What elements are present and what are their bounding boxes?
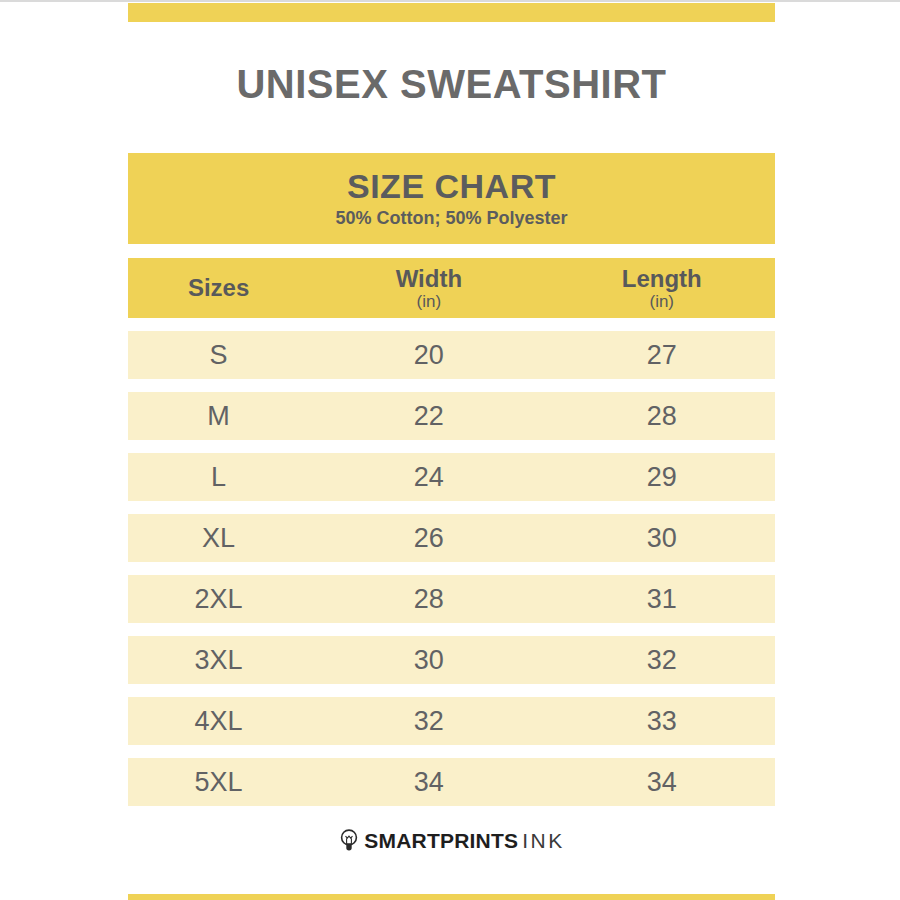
bottom-accent-bar xyxy=(128,894,775,900)
column-header-length: Length (in) xyxy=(549,266,775,311)
size-chart-heading: SIZE CHART xyxy=(128,168,775,204)
length-cell: 30 xyxy=(549,523,775,554)
size-cell: M xyxy=(128,401,309,432)
size-cell: 2XL xyxy=(128,584,309,615)
width-cell: 26 xyxy=(309,523,548,554)
table-row-5xl: 5XL 34 34 xyxy=(128,758,775,806)
width-cell: 22 xyxy=(309,401,548,432)
length-cell: 27 xyxy=(549,340,775,371)
table-row-3xl: 3XL 30 32 xyxy=(128,636,775,684)
column-header-label: Width xyxy=(309,266,548,292)
size-cell: S xyxy=(128,340,309,371)
width-cell: 30 xyxy=(309,645,548,676)
size-chart-banner: SIZE CHART 50% Cotton; 50% Polyester xyxy=(128,153,775,244)
table-row-m: M 22 28 xyxy=(128,392,775,440)
size-cell: 5XL xyxy=(128,767,309,798)
brand-name-bold: SMARTPRINTS xyxy=(364,829,518,853)
length-cell: 29 xyxy=(549,462,775,493)
table-row-l: L 24 29 xyxy=(128,453,775,501)
size-chart-page: UNISEX SWEATSHIRT SIZE CHART 50% Cotton;… xyxy=(128,0,775,900)
width-cell: 24 xyxy=(309,462,548,493)
column-header-label: Sizes xyxy=(128,275,309,301)
length-cell: 28 xyxy=(549,401,775,432)
brand-logo: SMARTPRINTSINK xyxy=(128,826,775,856)
table-header-row: Sizes Width (in) Length (in) xyxy=(128,258,775,318)
column-header-unit: (in) xyxy=(549,292,775,311)
width-cell: 34 xyxy=(309,767,548,798)
size-cell: 4XL xyxy=(128,706,309,737)
table-row-4xl: 4XL 32 33 xyxy=(128,697,775,745)
table-row-xl: XL 26 30 xyxy=(128,514,775,562)
length-cell: 34 xyxy=(549,767,775,798)
width-cell: 32 xyxy=(309,706,548,737)
size-cell: 3XL xyxy=(128,645,309,676)
page-title: UNISEX SWEATSHIRT xyxy=(128,64,775,104)
table-row-2xl: 2XL 28 31 xyxy=(128,575,775,623)
column-header-unit: (in) xyxy=(309,292,548,311)
size-cell: XL xyxy=(128,523,309,554)
lightbulb-icon xyxy=(338,828,360,854)
length-cell: 33 xyxy=(549,706,775,737)
column-header-label: Length xyxy=(549,266,775,292)
top-accent-bar xyxy=(128,3,775,22)
width-cell: 20 xyxy=(309,340,548,371)
table-row-s: S 20 27 xyxy=(128,331,775,379)
size-cell: L xyxy=(128,462,309,493)
brand-name-light: INK xyxy=(522,829,565,853)
fabric-composition-label: 50% Cotton; 50% Polyester xyxy=(128,208,775,229)
width-cell: 28 xyxy=(309,584,548,615)
table-body: S 20 27 M 22 28 L 24 29 XL 26 30 2XL 28 … xyxy=(128,331,775,819)
column-header-sizes: Sizes xyxy=(128,275,309,301)
length-cell: 31 xyxy=(549,584,775,615)
length-cell: 32 xyxy=(549,645,775,676)
column-header-width: Width (in) xyxy=(309,266,548,311)
